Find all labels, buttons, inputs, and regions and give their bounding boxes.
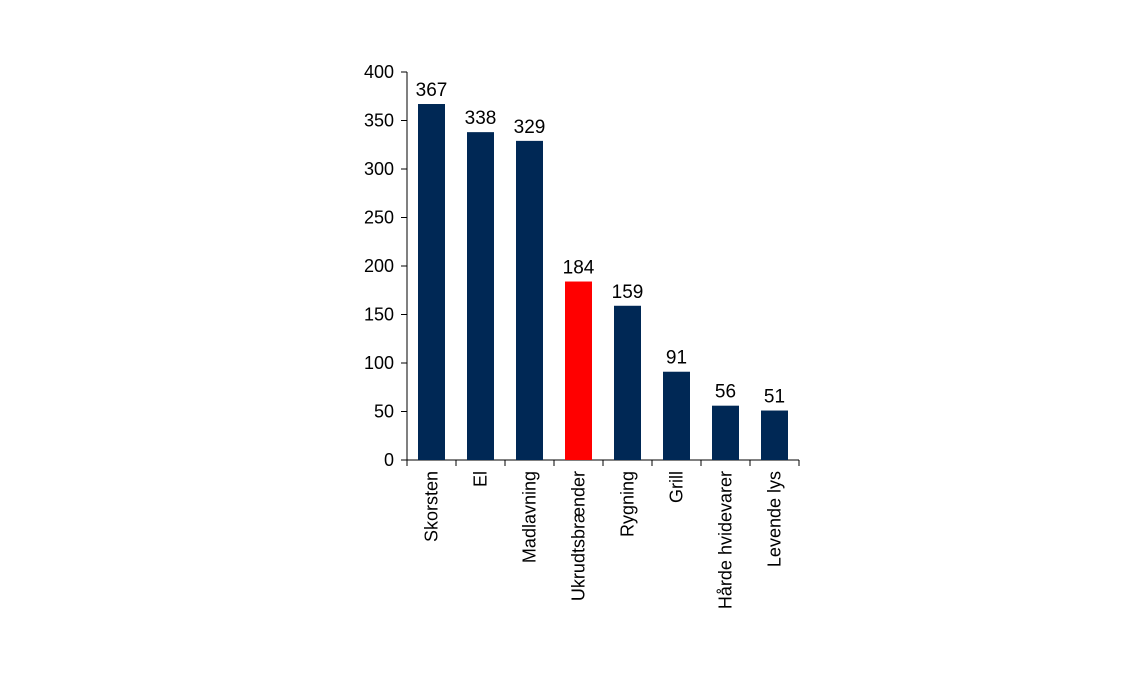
labels: 367 Skorsten 338 El 329 Madlavning 184 Ukrudtsb…	[416, 80, 785, 609]
y-tick-label: 50	[374, 402, 394, 422]
data-label: 159	[612, 282, 644, 303]
bar-rygning	[614, 305, 641, 460]
x-category-label: Levende lys	[765, 471, 785, 567]
bar-grill	[663, 371, 690, 460]
x-category-label: Hårde hvidevarer	[716, 471, 736, 609]
data-label: 338	[465, 108, 497, 129]
y-tick-label: 150	[364, 305, 394, 325]
axes: 0 50 100 150 200 250 300 350 400	[364, 62, 800, 470]
x-category-label: Madlavning	[520, 471, 540, 563]
bar-hårde-hvidevarer	[712, 405, 739, 460]
x-category-label: Ukrudtsbrænder	[569, 471, 589, 601]
y-tick-label: 200	[364, 256, 394, 276]
y-tick-label: 100	[364, 353, 394, 373]
bar-ukrudtsbrænder	[565, 281, 592, 460]
y-tick-label: 250	[364, 208, 394, 228]
data-label: 51	[764, 387, 785, 408]
x-category-label: Skorsten	[422, 471, 442, 542]
y-tick-label: 350	[364, 111, 394, 131]
data-label: 56	[715, 382, 736, 403]
y-tick-label: 400	[364, 62, 394, 82]
bar-levende-lys	[761, 410, 788, 460]
bar-madlavning	[516, 140, 543, 460]
y-tick-label: 300	[364, 159, 394, 179]
data-label: 329	[514, 117, 546, 138]
data-label: 91	[666, 348, 687, 369]
bar-el	[467, 132, 494, 460]
bar-skorsten	[418, 104, 445, 460]
bars	[418, 104, 788, 460]
x-category-label: Grill	[667, 471, 687, 503]
data-label: 367	[416, 80, 448, 101]
x-category-label: Rygning	[618, 471, 638, 537]
x-category-label: El	[471, 471, 491, 487]
data-label: 184	[563, 258, 595, 279]
y-tick-label: 0	[384, 450, 394, 470]
